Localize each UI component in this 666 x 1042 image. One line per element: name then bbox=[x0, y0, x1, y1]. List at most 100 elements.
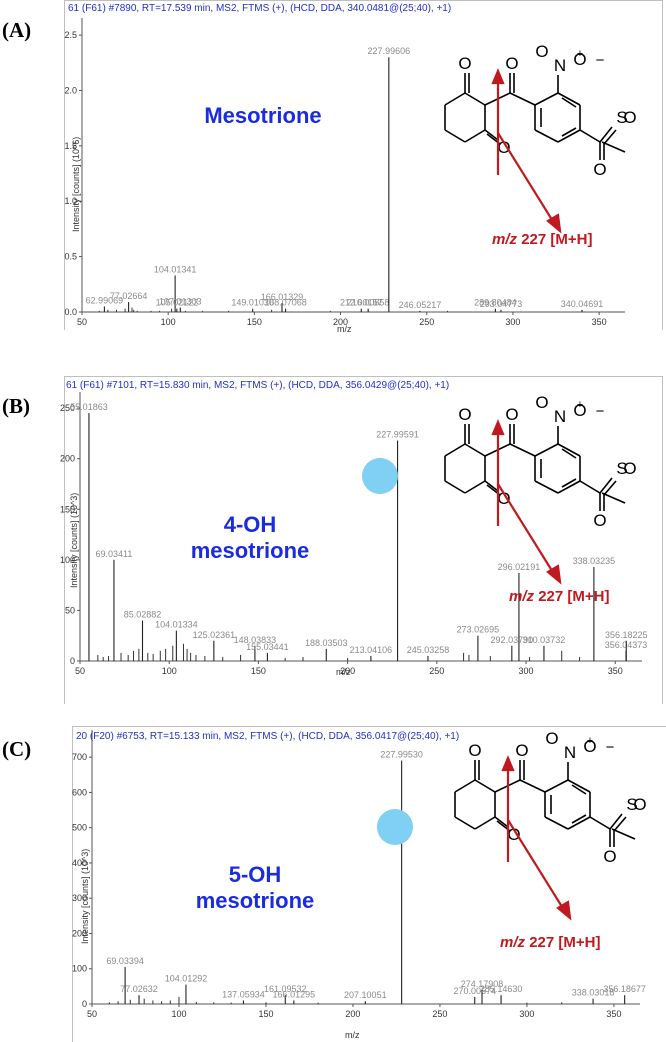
x-tick-label: 200 bbox=[333, 317, 348, 327]
atom-label: O bbox=[573, 50, 586, 69]
x-tick-label: 50 bbox=[75, 666, 85, 676]
atom-label: O bbox=[623, 459, 636, 478]
atom-label: O bbox=[458, 405, 471, 424]
peak-label: 104.01292 bbox=[165, 974, 208, 984]
peak-label: 62.99069 bbox=[86, 295, 124, 305]
x-tick-label: 350 bbox=[592, 317, 607, 327]
y-tick-label: 0 bbox=[82, 999, 87, 1009]
atom-label: O bbox=[593, 511, 606, 530]
panel-frame bbox=[64, 376, 663, 704]
peak-label: 212.00157 bbox=[340, 298, 383, 308]
peak-label: 188.03503 bbox=[305, 638, 348, 648]
peak-label: 227.99591 bbox=[376, 429, 419, 439]
peak-label: 77.02664 bbox=[110, 291, 148, 301]
x-tick-label: 100 bbox=[162, 666, 177, 676]
bond bbox=[454, 816, 476, 830]
bond bbox=[494, 816, 509, 828]
atom-label: O bbox=[573, 401, 586, 420]
bond bbox=[444, 129, 466, 143]
bond bbox=[561, 478, 577, 488]
peak-label: 310.03732 bbox=[523, 635, 566, 645]
peak-label: 148.03833 bbox=[234, 635, 277, 645]
peak-label: 77.02632 bbox=[120, 984, 158, 994]
bond bbox=[444, 480, 466, 494]
arrow-head bbox=[501, 755, 515, 772]
bond bbox=[444, 443, 466, 457]
peak-label: 137.05934 bbox=[222, 989, 265, 999]
y-tick-label: 0.0 bbox=[64, 307, 77, 317]
arrow-head bbox=[546, 564, 562, 585]
x-axis-label: m/z bbox=[336, 667, 351, 677]
peak-label: 293.04773 bbox=[480, 299, 523, 309]
atom-label: O bbox=[468, 741, 481, 760]
bond bbox=[464, 480, 486, 494]
y-tick-label: 2.5 bbox=[64, 30, 77, 40]
atom-label: + bbox=[577, 48, 583, 60]
hydroxyl-highlight bbox=[377, 809, 413, 845]
arrow-head bbox=[546, 213, 562, 234]
panel-label: (A) bbox=[2, 18, 32, 42]
x-tick-label: 250 bbox=[419, 317, 434, 327]
atom-label: + bbox=[587, 735, 593, 747]
arrow-head bbox=[556, 900, 572, 921]
cleavage-arrow bbox=[491, 419, 562, 585]
peak-label: 104.01334 bbox=[155, 620, 198, 630]
bond bbox=[544, 816, 569, 830]
cleavage-arrow bbox=[491, 68, 562, 234]
x-tick-label: 100 bbox=[161, 317, 176, 327]
y-axis-label: Intensity [counts] (10^3) bbox=[80, 848, 90, 944]
atom-label: O bbox=[623, 108, 636, 127]
x-tick-label: 50 bbox=[77, 317, 87, 327]
bond bbox=[601, 492, 626, 504]
x-tick-label: 300 bbox=[519, 1009, 534, 1019]
peak-label: 227.99606 bbox=[368, 46, 411, 56]
bond bbox=[474, 779, 496, 793]
x-tick-label: 50 bbox=[87, 1009, 97, 1019]
x-tick-label: 250 bbox=[432, 1009, 447, 1019]
compound-name: 4-OH mesotrione bbox=[190, 512, 310, 563]
peak-label: 125.02361 bbox=[193, 630, 236, 640]
atom-label: N bbox=[554, 407, 566, 426]
bond bbox=[557, 480, 581, 494]
peak-label: 246.05217 bbox=[399, 300, 442, 310]
y-tick-label: 400 bbox=[72, 858, 87, 868]
compound-name: 5-OH mesotrione bbox=[195, 862, 315, 913]
atom-label: S bbox=[616, 459, 627, 478]
atom-label: S bbox=[616, 108, 627, 127]
arrow-head bbox=[491, 68, 505, 85]
peak-label: 166.01329 bbox=[261, 292, 304, 302]
y-tick-label: 250 bbox=[60, 403, 75, 413]
peak-label: 338.03018 bbox=[572, 988, 615, 998]
peak-label: 245.03258 bbox=[407, 645, 450, 655]
x-axis-label: m/z bbox=[337, 324, 352, 334]
atom-label: O bbox=[515, 741, 528, 760]
atom-label: O bbox=[535, 393, 548, 412]
panel-frame bbox=[64, 0, 663, 330]
peak-label: 207.10051 bbox=[344, 990, 387, 1000]
peak-label: 227.99530 bbox=[380, 750, 423, 760]
bond bbox=[534, 443, 559, 457]
bond bbox=[444, 92, 466, 106]
y-tick-label: 500 bbox=[72, 823, 87, 833]
bond bbox=[557, 92, 581, 106]
panel-label: (B) bbox=[2, 394, 30, 418]
y-tick-label: 600 bbox=[72, 787, 87, 797]
peak-label: 104.01341 bbox=[154, 264, 197, 274]
bond bbox=[474, 816, 496, 830]
mh-annotation: m/z 227 [M+H] bbox=[500, 934, 601, 951]
bond bbox=[571, 814, 587, 824]
bond bbox=[567, 779, 591, 793]
x-tick-label: 250 bbox=[429, 666, 444, 676]
y-tick-label: 0.5 bbox=[64, 252, 77, 262]
peak-label: 105.02122 bbox=[156, 298, 199, 308]
bond bbox=[561, 97, 577, 108]
atom-label: S bbox=[626, 795, 637, 814]
bond bbox=[519, 779, 546, 793]
peak-label: 340.04691 bbox=[561, 299, 604, 309]
atom-label: O bbox=[633, 795, 646, 814]
y-tick-label: 100 bbox=[60, 555, 75, 565]
peak-label: 285.14630 bbox=[480, 984, 523, 994]
bond bbox=[464, 92, 486, 106]
scan-header: 61 (F61) #7101, RT=15.830 min, MS2, FTMS… bbox=[66, 380, 450, 391]
panel-label: (C) bbox=[2, 737, 32, 761]
